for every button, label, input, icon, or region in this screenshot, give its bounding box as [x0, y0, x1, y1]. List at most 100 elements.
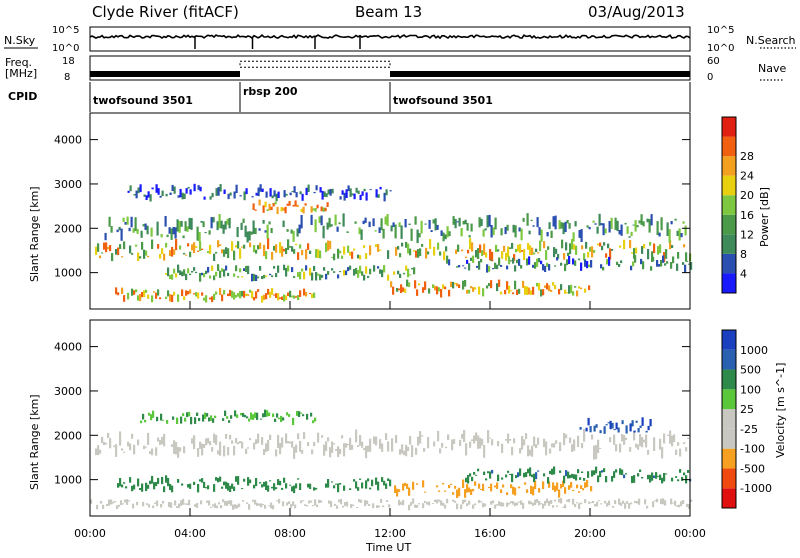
range-time-cell [360, 499, 363, 503]
range-time-cell [498, 501, 501, 506]
range-time-cell [188, 411, 191, 417]
range-time-cell [181, 483, 184, 486]
range-time-cell [219, 270, 222, 278]
range-time-cell [526, 286, 529, 295]
range-time-cell [538, 488, 541, 493]
range-time-cell [313, 487, 316, 491]
range-time-cell [675, 476, 678, 478]
range-time-cell [501, 251, 504, 259]
range-time-cell [675, 449, 678, 455]
range-time-cell [211, 447, 214, 452]
range-time-cell [447, 434, 450, 440]
range-time-cell [469, 473, 472, 477]
range-time-cell [224, 410, 227, 417]
range-time-cell [234, 410, 237, 417]
range-time-cell [210, 506, 213, 508]
colorbar-tick-label: 28 [740, 150, 754, 163]
range-time-cell [247, 447, 250, 449]
range-time-cell [198, 417, 201, 422]
range-time-cell [161, 476, 164, 485]
range-time-cell [216, 505, 219, 509]
range-time-cell [568, 285, 571, 294]
range-time-cell [494, 262, 497, 269]
range-time-cell [139, 488, 142, 490]
range-time-cell [663, 473, 666, 482]
range-time-cell [637, 444, 640, 450]
range-time-cell [237, 241, 240, 249]
range-time-cell [448, 231, 451, 237]
range-time-cell [246, 416, 249, 419]
range-time-cell [529, 449, 532, 456]
range-time-cell [226, 501, 229, 506]
range-time-cell [544, 285, 547, 288]
range-time-cell [279, 480, 282, 486]
range-time-cell [567, 252, 570, 257]
range-time-cell [468, 263, 471, 271]
range-time-cell [500, 489, 503, 493]
range-time-cell [116, 505, 119, 509]
range-time-cell [518, 288, 521, 294]
range-time-cell [409, 248, 412, 256]
range-time-cell [584, 259, 587, 267]
range-time-cell [508, 256, 511, 265]
range-time-cell [328, 500, 331, 504]
range-time-cell [590, 486, 593, 492]
range-time-cell [392, 286, 395, 295]
range-time-cell [276, 206, 279, 215]
power-cells [95, 183, 693, 303]
range-time-cell [515, 248, 518, 253]
range-time-cell [266, 209, 269, 211]
range-time-cell [254, 499, 257, 505]
range-time-cell [227, 272, 230, 277]
range-time-cell [300, 208, 303, 212]
range-time-cell [175, 239, 178, 251]
range-time-cell [597, 243, 600, 246]
range-time-cell [310, 412, 313, 417]
range-time-cell [353, 479, 356, 482]
range-time-cell [235, 184, 238, 193]
range-time-cell [125, 486, 128, 489]
range-time-cell [95, 246, 98, 255]
range-time-cell [647, 249, 650, 260]
range-time-cell [215, 271, 218, 277]
range-time-cell [147, 432, 150, 445]
range-time-cell [270, 206, 273, 210]
range-time-cell [588, 226, 591, 230]
range-time-cell [303, 288, 306, 296]
range-time-cell [466, 503, 469, 507]
range-time-cell [347, 245, 350, 253]
colorbar-step [722, 156, 736, 176]
range-time-cell [643, 439, 646, 443]
range-time-cell [245, 448, 248, 454]
range-time-cell [359, 478, 362, 480]
range-time-cell [349, 488, 352, 490]
range-time-cell [137, 478, 140, 487]
range-time-cell [676, 230, 679, 236]
range-time-cell [305, 291, 308, 297]
range-time-cell [173, 186, 176, 194]
range-time-cell [253, 245, 256, 253]
range-time-cell [104, 232, 107, 241]
range-time-cell [351, 251, 354, 259]
range-time-cell [480, 218, 483, 226]
range-time-cell [165, 475, 168, 483]
range-time-cell [601, 470, 604, 473]
range-time-cell [605, 424, 608, 426]
range-time-cell [280, 207, 283, 212]
range-time-cell [646, 218, 649, 223]
range-time-cell [266, 224, 269, 239]
range-time-cell [209, 297, 212, 300]
range-time-cell [653, 475, 656, 478]
range-time-cell [297, 433, 300, 440]
range-time-cell [442, 483, 445, 485]
range-time-cell [316, 204, 319, 209]
range-time-cell [267, 237, 270, 250]
range-time-cell [553, 466, 556, 475]
range-time-cell [684, 225, 687, 236]
range-time-cell [560, 284, 563, 291]
range-time-cell [377, 244, 380, 252]
range-time-cell [145, 195, 148, 200]
range-time-cell [687, 470, 690, 473]
y-tick-label: 2000 [54, 222, 82, 235]
colorbar-tick-label: -25 [740, 423, 758, 436]
